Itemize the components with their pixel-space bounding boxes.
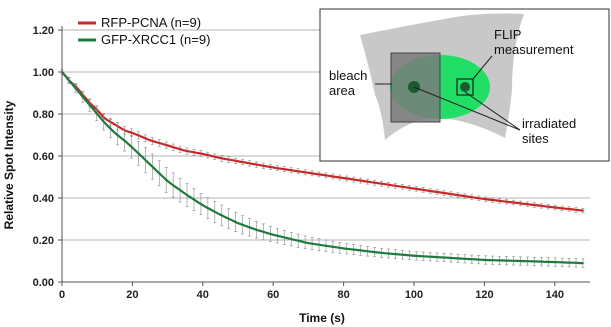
tick-labels: 0.00 0.20 0.40 0.60 0.80 1.00 1.20 0 20 40 60 80 100… <box>33 25 564 301</box>
data-point <box>254 228 257 231</box>
data-point <box>553 261 556 263</box>
data-point <box>113 123 116 126</box>
data-point <box>307 242 310 245</box>
data-point <box>413 254 415 257</box>
data-point <box>413 187 415 190</box>
data-point <box>254 163 257 166</box>
data-point <box>201 204 204 207</box>
data-point <box>149 139 151 142</box>
data-point <box>149 163 151 166</box>
y-tick-label-2: 0.40 <box>33 193 54 205</box>
irradiated-pointer-right <box>464 91 521 131</box>
y-axis-label: Relative Spot Intensity <box>2 100 16 229</box>
y-tick-label-4: 0.80 <box>33 109 54 121</box>
data-point <box>96 113 99 115</box>
irradiated-pointer-left <box>413 86 521 131</box>
x-axis-label: Time (s) <box>299 311 345 325</box>
data-point <box>342 177 345 179</box>
flip-measurement-box <box>456 78 474 96</box>
y-tick-label-1: 0.20 <box>33 235 54 247</box>
data-point <box>518 202 521 205</box>
bleach-label-line: bleach <box>329 68 367 83</box>
data-point <box>219 157 222 160</box>
irradiated-site-right <box>460 82 470 92</box>
data-point <box>184 149 187 152</box>
data-point <box>553 206 556 209</box>
data-point <box>82 96 85 99</box>
data-point <box>483 259 486 261</box>
data-point <box>184 192 187 195</box>
series-0 <box>60 69 585 214</box>
data-point <box>448 192 451 195</box>
data-point <box>131 146 134 149</box>
x-tick-label-2: 40 <box>197 289 209 301</box>
data-point <box>166 180 169 183</box>
axes <box>58 26 590 286</box>
data-point <box>68 79 70 82</box>
x-tick-label-6: 120 <box>475 289 493 301</box>
data-point <box>582 262 584 264</box>
flip-label-line: measurement <box>494 42 574 57</box>
legend-label-0: RFP-PCNA (n=9) <box>101 15 201 30</box>
data-point <box>518 260 521 262</box>
x-tick-label-7: 140 <box>546 289 564 301</box>
data-point <box>582 209 584 212</box>
irr-label-line: sites <box>522 131 549 146</box>
bleach-area-label: bleach area <box>329 68 367 98</box>
y-tick-label-6: 1.20 <box>33 25 54 37</box>
x-tick-label-1: 20 <box>126 289 138 301</box>
x-tick-label-3: 60 <box>267 289 279 301</box>
data-point <box>89 104 92 107</box>
inset-diagram: bleach area FLIP measurement irradiated sit… <box>319 8 610 162</box>
data-point <box>448 256 451 259</box>
bleach-label-line: area <box>329 83 356 98</box>
data-point <box>124 140 127 143</box>
data-point <box>377 251 380 254</box>
data-point <box>272 166 275 169</box>
flip-measurement-label: FLIP measurement <box>494 27 574 57</box>
data-point <box>377 182 380 185</box>
data-point <box>483 198 486 200</box>
irr-label-line: irradiated <box>522 116 576 131</box>
x-tick-label-4: 80 <box>337 289 349 301</box>
series-1 <box>60 69 585 268</box>
data-point <box>237 222 239 225</box>
irradiated-sites-label: irradiated sites <box>522 116 576 146</box>
x-tick-label-5: 100 <box>405 289 423 301</box>
series-line-1 <box>61 71 584 265</box>
flip-label-line: FLIP <box>494 27 521 42</box>
data-point <box>237 160 239 163</box>
data-point <box>201 153 204 155</box>
data-point <box>103 121 106 124</box>
data-point <box>75 87 77 90</box>
flip-pointer <box>472 55 493 80</box>
series-line-0 <box>61 71 584 212</box>
data-point <box>342 247 345 250</box>
y-tick-label-3: 0.60 <box>33 151 54 163</box>
legend-label-1: GFP-XRCC1 (n=9) <box>101 32 210 47</box>
y-tick-label-5: 1.00 <box>33 67 54 79</box>
data-point <box>219 213 222 216</box>
y-tick-label-0: 0.00 <box>33 277 54 289</box>
data-point <box>113 132 116 134</box>
legend: RFP-PCNA (n=9) GFP-XRCC1 (n=9) <box>78 15 210 47</box>
data-point <box>272 233 275 236</box>
data-point <box>307 171 310 174</box>
data-point <box>166 144 169 147</box>
x-tick-label-0: 0 <box>59 289 65 301</box>
series-layer <box>60 69 585 268</box>
data-point <box>131 132 134 134</box>
